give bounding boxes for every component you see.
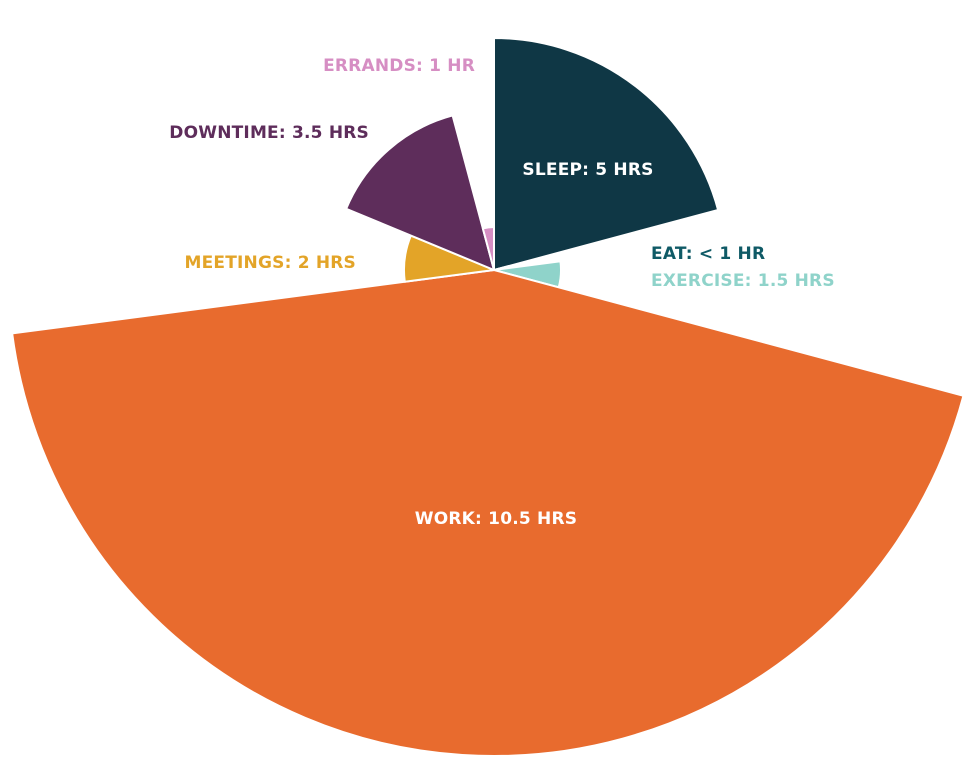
- label-downtime: DOWNTIME: 3.5 HRS: [169, 123, 369, 143]
- slice-errands: [481, 226, 495, 271]
- slice-work: [11, 269, 965, 757]
- label-eat: EAT: < 1 HR: [651, 244, 765, 264]
- slice-sleep: [493, 37, 720, 271]
- slice-downtime: [345, 114, 495, 271]
- label-errands: ERRANDS: 1 HR: [323, 56, 475, 76]
- labels: SLEEP: 5 HRS EAT: < 1 HR EXERCISE: 1.5 H…: [169, 56, 835, 529]
- label-exercise: EXERCISE: 1.5 HRS: [651, 271, 835, 291]
- label-meetings: MEETINGS: 2 HRS: [184, 253, 356, 273]
- label-work: WORK: 10.5 HRS: [415, 509, 577, 529]
- wedges: [11, 37, 965, 757]
- label-sleep: SLEEP: 5 HRS: [522, 160, 653, 180]
